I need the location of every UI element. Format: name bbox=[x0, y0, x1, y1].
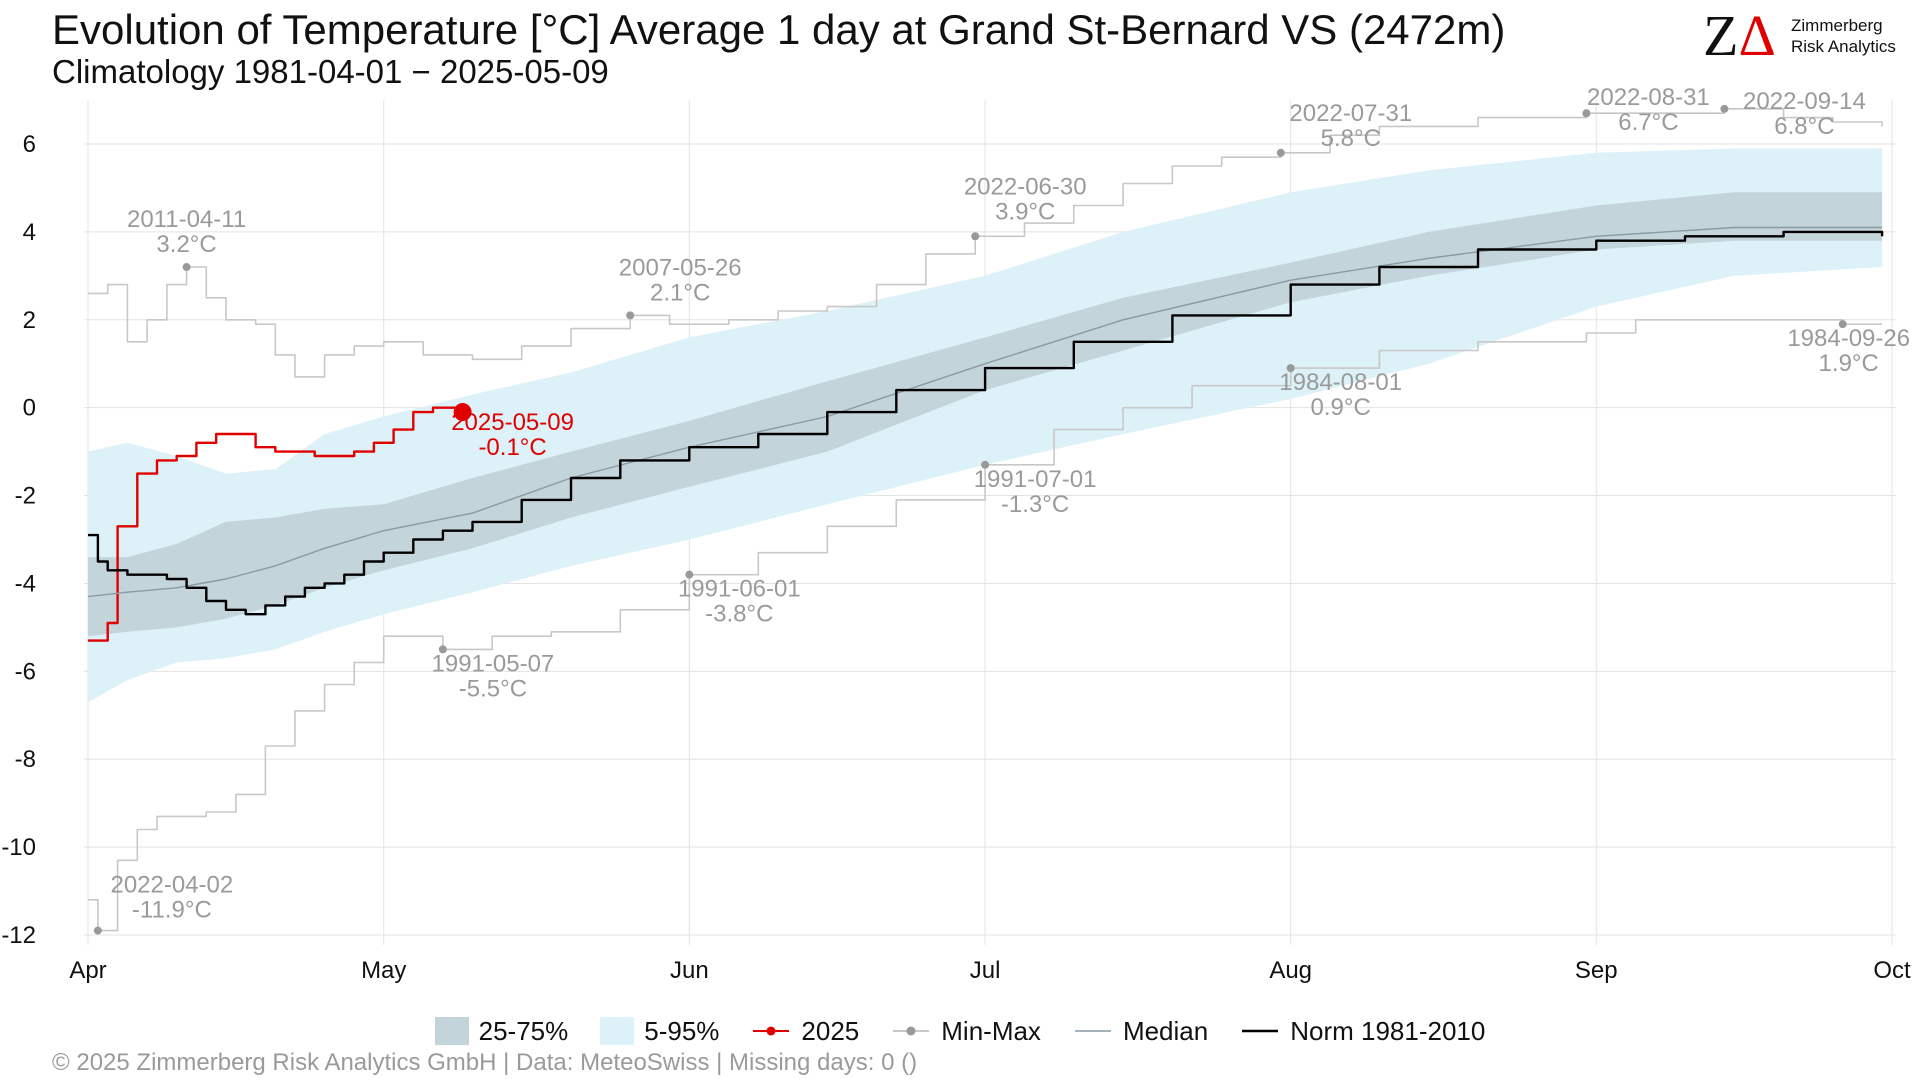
annotation-value-1984-09-26: 1.9°C bbox=[1819, 350, 1879, 377]
x-tick-label-jun: Jun bbox=[670, 957, 709, 984]
y-tick-label-9: 6 bbox=[23, 131, 36, 158]
legend-swatch-90 bbox=[600, 1017, 635, 1045]
x-tick-label-jul: Jul bbox=[970, 957, 1001, 984]
y-tick-label-3: -6 bbox=[15, 658, 36, 685]
company-logo: ZΔ Zimmerberg Risk Analytics bbox=[1703, 7, 1903, 65]
legend-item-median: Median bbox=[1073, 1016, 1208, 1047]
legend-item-90: 5-95% bbox=[600, 1016, 719, 1047]
annotation-value-1991-06-01: -3.8°C bbox=[705, 601, 773, 628]
annotation-date-2007-05-26: 2007-05-26 bbox=[619, 254, 742, 281]
annotation-value-2022-09-14: 6.8°C bbox=[1774, 113, 1834, 140]
legend-label-90: 5-95% bbox=[644, 1015, 720, 1046]
annotation-date-2022-09-14: 2022-09-14 bbox=[1743, 88, 1866, 115]
annotation-point-2022-07-31 bbox=[1276, 148, 1285, 157]
annotation-point-2022-04-02 bbox=[93, 926, 102, 935]
annotation-date-1991-07-01: 1991-07-01 bbox=[974, 466, 1097, 493]
annotation-date-2022-07-31: 2022-07-31 bbox=[1289, 100, 1412, 127]
annotation-value-2022-08-31: 6.7°C bbox=[1618, 109, 1678, 136]
annotation-date-2022-06-30: 2022-06-30 bbox=[964, 173, 1087, 200]
annotation-date-2011-04-11: 2011-04-11 bbox=[127, 206, 246, 233]
y-tick-label-8: 4 bbox=[23, 219, 36, 246]
axes: Apr May Jun Jul Aug Sep Oct -12 -10 -8 -6 -4 -2 0 2 4 6 bbox=[1, 131, 1911, 984]
y-tick-label-6: 0 bbox=[23, 395, 36, 422]
median-line bbox=[87, 226, 1883, 598]
y-tick-label-7: 2 bbox=[23, 307, 36, 334]
annotation-point-2022-08-31 bbox=[1582, 109, 1591, 118]
legend-item-norm: Norm 1981-2010 bbox=[1240, 1016, 1485, 1047]
bands bbox=[88, 148, 1883, 703]
annotation-value-2022-04-02: -11.9°C bbox=[132, 897, 212, 924]
logo-line-1: Zimmerberg bbox=[1791, 16, 1883, 35]
current-year-line bbox=[88, 406, 464, 642]
min-record-line bbox=[88, 319, 1883, 932]
legend-label-iqr: 25-75% bbox=[478, 1015, 569, 1046]
temperature-chart: Apr May Jun Jul Aug Sep Oct-12-10-8-6-4-20246 … bbox=[1, 84, 1911, 984]
annotation-date-2022-08-31: 2022-08-31 bbox=[1587, 84, 1710, 111]
legend-key-norm bbox=[1242, 1029, 1279, 1033]
annotation-date-2025-05-09: 2025-05-09 bbox=[451, 409, 574, 436]
annotation-point-2007-05-26 bbox=[626, 311, 635, 320]
legend-swatch-iqr bbox=[434, 1017, 469, 1045]
annotation-date-1984-09-26: 1984-09-26 bbox=[1787, 325, 1910, 352]
annotation-date-1991-05-07: 1991-05-07 bbox=[432, 650, 555, 677]
annotation-point-2022-06-30 bbox=[971, 232, 980, 241]
annotation-point-1991-05-07 bbox=[438, 645, 447, 654]
legend-label-current: 2025 bbox=[801, 1015, 860, 1046]
annotation-value-1984-08-01: 0.9°C bbox=[1311, 394, 1371, 421]
annotation-date-1991-06-01: 1991-06-01 bbox=[678, 576, 801, 603]
legend-key-minmax bbox=[893, 1026, 930, 1036]
logo-mark: ZΔ bbox=[1703, 7, 1776, 65]
annotation-value-1991-05-07: -5.5°C bbox=[459, 675, 527, 702]
legend-key-current bbox=[753, 1026, 790, 1036]
logo-z: Z bbox=[1703, 3, 1739, 68]
y-tick-label-0: -12 bbox=[1, 922, 36, 949]
x-tick-label-may: May bbox=[361, 957, 406, 984]
legend-item-iqr: 25-75% bbox=[434, 1015, 569, 1047]
y-tick-label-2: -8 bbox=[15, 746, 36, 773]
logo-text: Zimmerberg Risk Analytics bbox=[1791, 15, 1896, 57]
annotation-value-2025-05-09: -0.1°C bbox=[478, 434, 546, 461]
legend-item-minmax: Min-Max bbox=[891, 1016, 1041, 1047]
x-tick-label-oct: Oct bbox=[1873, 957, 1911, 984]
annotation-point-2025-05-09 bbox=[453, 403, 472, 422]
footer-credits: © 2025 Zimmerberg Risk Analytics GmbH | … bbox=[52, 1049, 918, 1076]
annotations: 2011-04-113.2°C 2007-05-262.1°C 2022-06-30… bbox=[110, 84, 1910, 923]
annotation-point-1991-07-01 bbox=[981, 460, 990, 469]
annotation-points bbox=[93, 104, 1847, 935]
x-tick-label-aug: Aug bbox=[1269, 957, 1312, 984]
annotation-point-2022-09-14 bbox=[1720, 104, 1729, 113]
logo-delta: Δ bbox=[1738, 3, 1776, 68]
legend-item-current: 2025 bbox=[751, 1016, 859, 1047]
band-5-95 bbox=[88, 148, 1883, 703]
annotation-date-2022-04-02: 2022-04-02 bbox=[110, 872, 233, 899]
chart-title: Evolution of Temperature [°C] Average 1 … bbox=[52, 6, 1506, 53]
annotation-value-2022-07-31: 5.8°C bbox=[1321, 125, 1381, 152]
y-tick-label-4: -4 bbox=[15, 570, 36, 597]
annotation-value-2007-05-26: 2.1°C bbox=[650, 279, 710, 306]
band-25-75 bbox=[88, 192, 1883, 637]
legend-label-norm: Norm 1981-2010 bbox=[1290, 1015, 1486, 1046]
y-tick-label-5: -2 bbox=[15, 483, 36, 510]
annotation-value-2022-06-30: 3.9°C bbox=[995, 198, 1055, 225]
x-tick-label-sep: Sep bbox=[1575, 957, 1618, 984]
norm-line bbox=[88, 230, 1884, 616]
legend-label-median: Median bbox=[1122, 1015, 1209, 1046]
series-lines bbox=[87, 108, 1884, 932]
legend: 25-75% 5-95% 2025 Min-Max Median Norm 19… bbox=[0, 1012, 1920, 1050]
annotation-value-2011-04-11: 3.2°C bbox=[156, 231, 216, 258]
annotation-point-1984-08-01 bbox=[1286, 364, 1295, 373]
annotation-point-1991-06-01 bbox=[685, 570, 694, 579]
legend-key-median bbox=[1074, 1030, 1111, 1032]
annotation-point-1984-09-26 bbox=[1838, 320, 1847, 329]
legend-label-minmax: Min-Max bbox=[941, 1015, 1041, 1046]
chart-subtitle: Climatology 1981-04-01 − 2025-05-09 bbox=[52, 53, 609, 90]
x-tick-label-apr: Apr bbox=[69, 957, 106, 984]
annotation-value-1991-07-01: -1.3°C bbox=[1001, 491, 1069, 518]
y-tick-label-1: -10 bbox=[1, 834, 36, 861]
logo-line-2: Risk Analytics bbox=[1791, 37, 1896, 56]
annotation-point-2011-04-11 bbox=[182, 263, 191, 272]
annotation-date-1984-08-01: 1984-08-01 bbox=[1279, 369, 1402, 396]
max-record-line bbox=[88, 108, 1883, 378]
